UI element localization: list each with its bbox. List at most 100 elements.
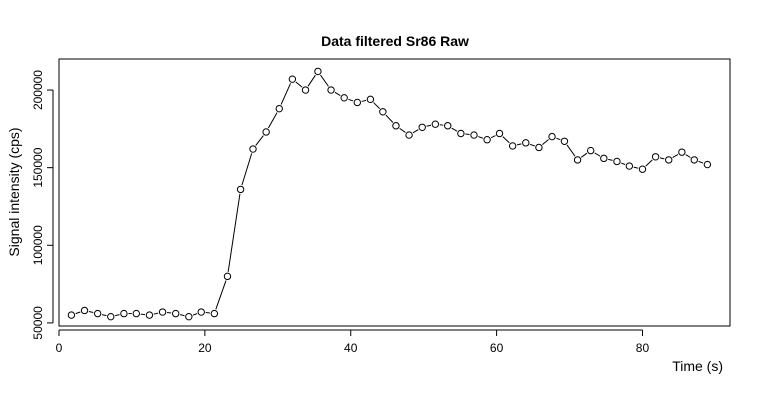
data-point — [327, 86, 335, 94]
series-segment — [373, 102, 381, 109]
data-point — [665, 156, 673, 164]
series-segment — [179, 314, 185, 317]
data-point — [522, 139, 530, 147]
data-point — [405, 131, 413, 139]
series-segment — [192, 313, 198, 316]
x-tick-label: 60 — [490, 341, 504, 355]
data-point — [353, 98, 362, 107]
data-point — [275, 104, 283, 113]
data-point — [210, 309, 219, 318]
series-segment — [385, 114, 394, 123]
series-segment — [399, 127, 406, 133]
data-point — [444, 122, 452, 130]
data-point — [379, 108, 387, 116]
data-point — [132, 309, 141, 318]
data-point — [145, 311, 154, 319]
data-point — [262, 128, 270, 136]
series-segment — [348, 98, 354, 102]
data-point — [483, 136, 491, 144]
series-segment — [295, 81, 303, 88]
data-point — [600, 154, 608, 163]
data-point — [508, 142, 517, 150]
x-axis: 0 20 40 60 80 — [56, 329, 650, 355]
series-segment — [451, 127, 458, 132]
series-segment — [307, 74, 316, 87]
series-segment — [153, 312, 159, 315]
series-segment — [426, 124, 432, 127]
series-segment — [516, 143, 522, 146]
data-point — [366, 95, 375, 104]
data-point — [107, 312, 115, 321]
series-segment — [478, 136, 484, 139]
data-point — [625, 162, 634, 170]
series-segment — [361, 99, 367, 102]
data-point — [573, 156, 582, 164]
series-segment — [594, 152, 601, 157]
series-segment — [490, 135, 496, 139]
data-point — [120, 309, 128, 318]
data-point — [314, 67, 322, 76]
series-segment — [556, 137, 561, 141]
chart-title: Data filtered Sr86 Raw — [321, 33, 469, 49]
x-tick-label: 0 — [56, 341, 63, 355]
data-point — [249, 145, 257, 153]
data-point — [67, 311, 76, 319]
data-point — [418, 123, 426, 132]
series-segment — [412, 129, 419, 134]
series-segment — [115, 314, 120, 317]
series-segment — [255, 135, 264, 146]
x-tick-label: 40 — [344, 341, 358, 355]
data-point — [431, 120, 440, 128]
y-tick-label: 200000 — [31, 70, 45, 110]
data-point — [223, 272, 232, 281]
data-point — [236, 185, 245, 194]
data-point — [703, 160, 712, 169]
data-point — [560, 137, 569, 145]
x-tick-label: 80 — [636, 341, 650, 355]
series-segment — [698, 160, 704, 164]
data-point — [158, 308, 167, 316]
series-segment — [529, 143, 535, 147]
data-point — [470, 131, 478, 139]
data-point — [457, 129, 465, 138]
data-point — [392, 122, 400, 130]
data-point — [93, 309, 102, 318]
series-segment — [215, 280, 227, 310]
y-axis: 50000 100000 150000 200000 — [31, 70, 54, 340]
series-segment — [542, 139, 549, 145]
y-tick-label: 100000 — [31, 225, 45, 265]
series-segment — [566, 144, 576, 157]
series-segment — [620, 162, 626, 165]
y-tick-label: 50000 — [31, 306, 45, 340]
data-point — [586, 146, 595, 155]
data-point — [690, 156, 698, 164]
data-point — [495, 129, 504, 138]
y-tick-label: 150000 — [31, 147, 45, 187]
series-segment — [227, 193, 241, 272]
series-segment — [672, 153, 679, 159]
data-point — [651, 153, 660, 161]
data-point — [171, 309, 180, 318]
series-layer — [67, 67, 712, 321]
data-point — [678, 148, 686, 156]
y-axis-label: Signal intensity (cps) — [6, 127, 22, 256]
series-segment — [633, 166, 639, 169]
x-tick-label: 20 — [198, 341, 212, 355]
series-segment — [659, 157, 665, 160]
series-segment — [241, 153, 253, 186]
series-segment — [502, 136, 510, 144]
series-segment — [101, 314, 107, 317]
series-segment — [608, 158, 613, 161]
data-point — [535, 143, 543, 152]
plot-frame — [58, 58, 731, 327]
series-segment — [685, 154, 691, 158]
series-segment — [320, 74, 329, 87]
series-segment — [334, 91, 341, 96]
data-point — [197, 308, 205, 316]
data-point — [548, 132, 556, 141]
data-point — [185, 312, 193, 321]
data-point — [613, 157, 621, 166]
series-segment — [267, 112, 278, 129]
